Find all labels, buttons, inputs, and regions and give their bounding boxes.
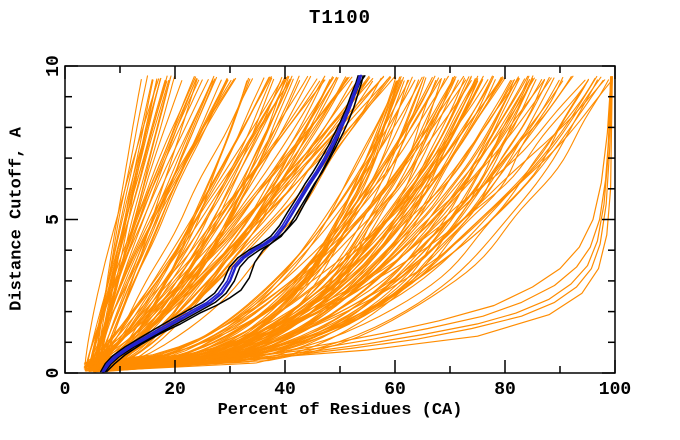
ensemble-curve <box>93 78 360 365</box>
ensemble-curve <box>89 79 610 370</box>
ensemble-curve <box>101 75 326 365</box>
ensemble-curve <box>95 78 235 364</box>
ensemble-curve <box>94 80 612 366</box>
ensemble-curve <box>85 78 292 364</box>
ensemble-curve <box>88 79 516 372</box>
ensemble-curve <box>87 76 402 368</box>
ensemble-curve <box>97 77 534 372</box>
ensemble-curve <box>102 79 369 365</box>
ensemble-curve <box>88 76 286 372</box>
ensemble-curve <box>91 75 598 368</box>
ensemble-curve <box>101 75 309 369</box>
ensemble-curve <box>90 78 228 365</box>
x-axis-label: Percent of Residues (CA) <box>217 401 463 420</box>
ensemble-curve <box>97 78 161 365</box>
low-outlier-curve <box>229 76 613 362</box>
ensemble-curve <box>98 79 476 372</box>
highlight-black-1 <box>100 75 359 373</box>
highlight-blue-1 <box>102 74 363 373</box>
ensemble-curve <box>84 76 550 364</box>
ensemble-curve <box>96 78 216 366</box>
low-outlier-curve <box>212 76 613 365</box>
ensemble-curve <box>100 79 154 369</box>
x-tick-label: 60 <box>384 380 406 400</box>
ensemble-curve <box>102 76 290 368</box>
highlight-blue-2 <box>101 75 361 373</box>
ensemble-curve <box>93 79 586 366</box>
x-tick-label: 100 <box>599 380 631 400</box>
ensemble-curve <box>102 77 335 364</box>
y-tick-label: 0 <box>44 368 64 379</box>
ensemble-curve <box>83 77 397 365</box>
low-outlier-curve <box>207 76 612 365</box>
ensemble-curve <box>86 79 531 371</box>
axis-ticks <box>64 65 616 374</box>
ensemble-curve <box>92 76 502 369</box>
ensemble-curve <box>102 76 519 373</box>
ensemble-curve <box>87 78 476 370</box>
x-tick-label: 40 <box>274 380 296 400</box>
low-outlier-curve <box>218 76 612 362</box>
ensemble-curve <box>87 78 546 366</box>
y-tick-label: 10 <box>44 55 64 77</box>
x-tick-label: 0 <box>60 380 71 400</box>
ensemble-curve <box>91 76 425 367</box>
ensemble-curve <box>95 77 472 371</box>
ensemble-curve <box>91 80 479 372</box>
ensemble-curve <box>85 76 384 368</box>
ensemble-curve <box>101 79 515 364</box>
ensemble-curve <box>84 79 598 368</box>
tick-labels: 0 20 40 60 80 100 0 5 10 <box>44 55 631 400</box>
ensemble-curve <box>100 78 198 371</box>
ensemble-curve <box>98 76 423 366</box>
ensemble-curve <box>95 76 353 364</box>
ensemble-curve <box>88 76 457 368</box>
ensemble-curve <box>100 77 250 372</box>
ensemble-curve <box>87 76 287 366</box>
curves-layer <box>83 74 613 373</box>
ensemble-curve <box>91 77 427 372</box>
ensemble-curve <box>95 75 530 371</box>
ensemble-curve <box>88 79 410 365</box>
ensemble-curve <box>89 76 572 365</box>
ensemble-curve <box>93 75 449 368</box>
ensemble-curve <box>90 77 162 371</box>
ensemble-curve <box>94 78 291 370</box>
low-outlier-curve <box>212 76 613 363</box>
ensemble-curve <box>83 80 405 368</box>
ensemble-curve <box>83 78 479 370</box>
ensemble-curve <box>95 79 142 365</box>
ensemble-curve <box>96 77 382 370</box>
ensemble-curve <box>95 75 289 370</box>
ensemble-curve <box>95 78 442 366</box>
x-tick-label: 20 <box>164 380 186 400</box>
ensemble-curve <box>102 78 590 365</box>
ensemble-curve <box>86 78 442 365</box>
x-tick-label: 80 <box>494 380 516 400</box>
ensemble-curve <box>97 76 347 364</box>
ensemble-curve <box>89 79 543 369</box>
ensemble-curve <box>94 75 529 369</box>
chart-title: T1100 <box>308 7 371 29</box>
ensemble-curve <box>94 78 520 368</box>
ensemble-curve <box>100 77 337 373</box>
ensemble-curve <box>88 76 433 371</box>
ensemble-curve <box>87 79 326 367</box>
ensemble-curve <box>97 80 399 367</box>
y-tick-label: 5 <box>44 214 64 225</box>
ensemble-curve <box>88 77 273 371</box>
